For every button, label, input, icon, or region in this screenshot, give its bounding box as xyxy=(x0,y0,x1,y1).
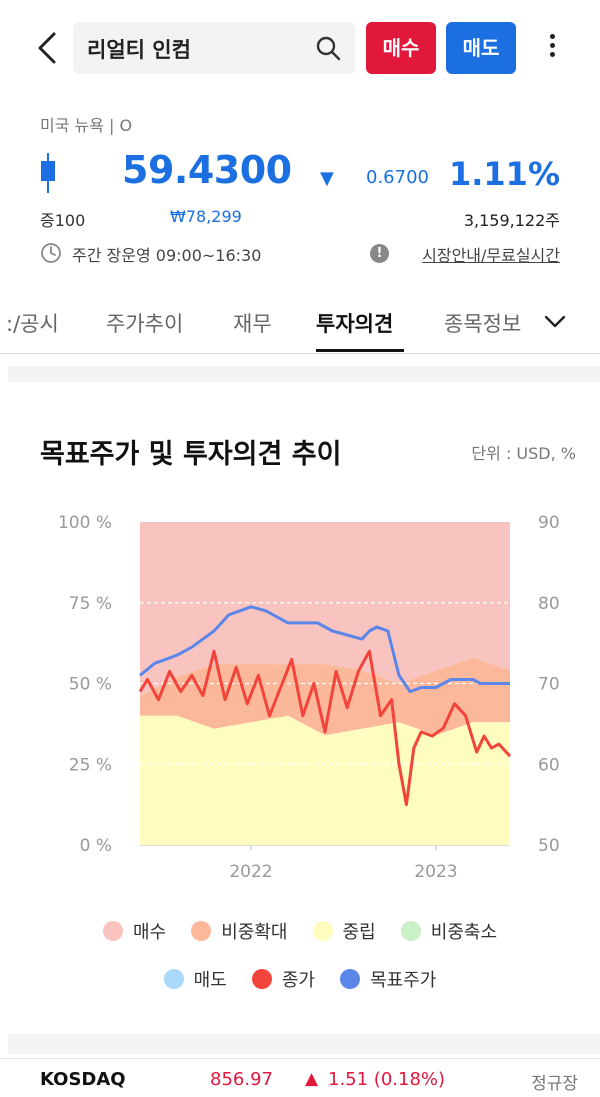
tab-bar: :/공시 주가추이 재무 투자의견 종목정보 xyxy=(0,296,600,354)
y-right-tick-label: 80 xyxy=(538,594,560,614)
y-right-tick-label: 60 xyxy=(538,755,560,775)
legend-overweight: 비중확대 xyxy=(191,918,287,944)
series-close-line xyxy=(138,649,512,807)
legend-neutral: 중립 xyxy=(312,918,376,944)
sell-button[interactable]: 매도 xyxy=(446,22,516,74)
legend-neutral-swatch xyxy=(312,921,333,941)
ticker-change: 1.51 (0.18%) xyxy=(328,1069,446,1090)
trading-hours: 주간 장운영 09:00~16:30 xyxy=(72,246,262,265)
legend-buy: 매수 xyxy=(102,918,166,944)
y-left-tick-label: 50 % xyxy=(69,675,112,695)
candlestick-icon xyxy=(41,153,55,193)
legend-sell: 매도 xyxy=(163,966,227,992)
section-divider xyxy=(8,366,600,382)
price-change-percent: 1.11% xyxy=(448,155,560,193)
more-options-icon[interactable] xyxy=(542,30,562,66)
search-input[interactable]: 리얼티 인컴 xyxy=(73,22,355,74)
tab-stock-info[interactable]: 종목정보 xyxy=(444,312,522,336)
y-left-tick-label: 75 % xyxy=(69,594,112,614)
y-left-tick-label: 100 % xyxy=(58,513,112,533)
y-right-tick-label: 50 xyxy=(538,836,560,856)
legend-close: 종가 xyxy=(251,966,315,992)
trade-volume: 3,159,122주 xyxy=(463,211,560,230)
chevron-down-icon[interactable] xyxy=(543,312,567,332)
y-right-tick-label: 90 xyxy=(538,513,560,533)
ticker-name: KOSDAQ xyxy=(40,1069,126,1090)
exchange-label: 미국 뉴욕 | O xyxy=(40,116,133,135)
y-right-tick-label: 70 xyxy=(538,675,560,695)
tab-investment-opinion[interactable]: 투자의견 xyxy=(316,312,394,336)
opinion-chart: 100 % 75 % 50 % 25 % 0 % 90 80 70 60 50 2022 2023 xyxy=(58,513,560,882)
legend-buy-swatch xyxy=(102,921,123,941)
y-left-tick-label: 25 % xyxy=(69,755,112,775)
active-tab-indicator xyxy=(316,349,404,352)
tab-price-trend[interactable]: 주가추이 xyxy=(106,312,184,336)
legend-overweight-swatch xyxy=(191,921,212,941)
up-triangle-icon: ▲ xyxy=(305,1069,319,1089)
section-divider xyxy=(8,1034,600,1054)
search-text: 리얼티 인컴 xyxy=(87,38,191,62)
margin-rate: 증100 xyxy=(40,211,86,230)
price-change: 0.6700 xyxy=(366,167,429,188)
legend-close-swatch xyxy=(251,969,272,989)
index-ticker[interactable]: KOSDAQ 856.97 ▲ 1.51 (0.18%) 정규장 xyxy=(0,1058,600,1097)
legend-target-swatch xyxy=(340,969,361,989)
current-price: 59.4300 xyxy=(122,148,292,192)
tab-financials[interactable]: 재무 xyxy=(233,312,272,336)
legend-underweight: 비중축소 xyxy=(400,918,497,944)
series-target-price-line xyxy=(139,605,510,694)
chart-title: 목표주가 및 투자의견 추이 xyxy=(40,439,342,470)
band-neutral xyxy=(140,715,510,845)
buy-button[interactable]: 매수 xyxy=(366,22,436,74)
top-bar: 리얼티 인컴 매수 매도 xyxy=(0,0,600,100)
y-left-tick-label: 0 % xyxy=(80,836,112,856)
market-info-link[interactable]: 시장안내/무료실시간 xyxy=(422,246,560,265)
x-tick-label: 2023 xyxy=(414,862,457,882)
search-icon[interactable] xyxy=(315,35,341,61)
legend-target: 목표주가 xyxy=(340,966,436,992)
ticker-value: 856.97 xyxy=(210,1069,273,1090)
chart-unit: 단위 : USD, % xyxy=(471,444,576,463)
down-triangle-icon: ▼ xyxy=(320,168,334,189)
band-buy xyxy=(140,522,510,697)
legend-underweight-swatch xyxy=(400,921,421,941)
back-arrow-icon[interactable] xyxy=(30,28,64,68)
legend-sell-swatch xyxy=(163,969,184,989)
market-status: 정규장 xyxy=(531,1074,578,1094)
clock-icon xyxy=(41,243,61,263)
krw-price: ₩78,299 xyxy=(170,207,242,226)
tab-disclosure[interactable]: :/공시 xyxy=(6,312,59,336)
info-icon: ! xyxy=(370,244,389,263)
x-tick-label: 2022 xyxy=(229,862,272,882)
